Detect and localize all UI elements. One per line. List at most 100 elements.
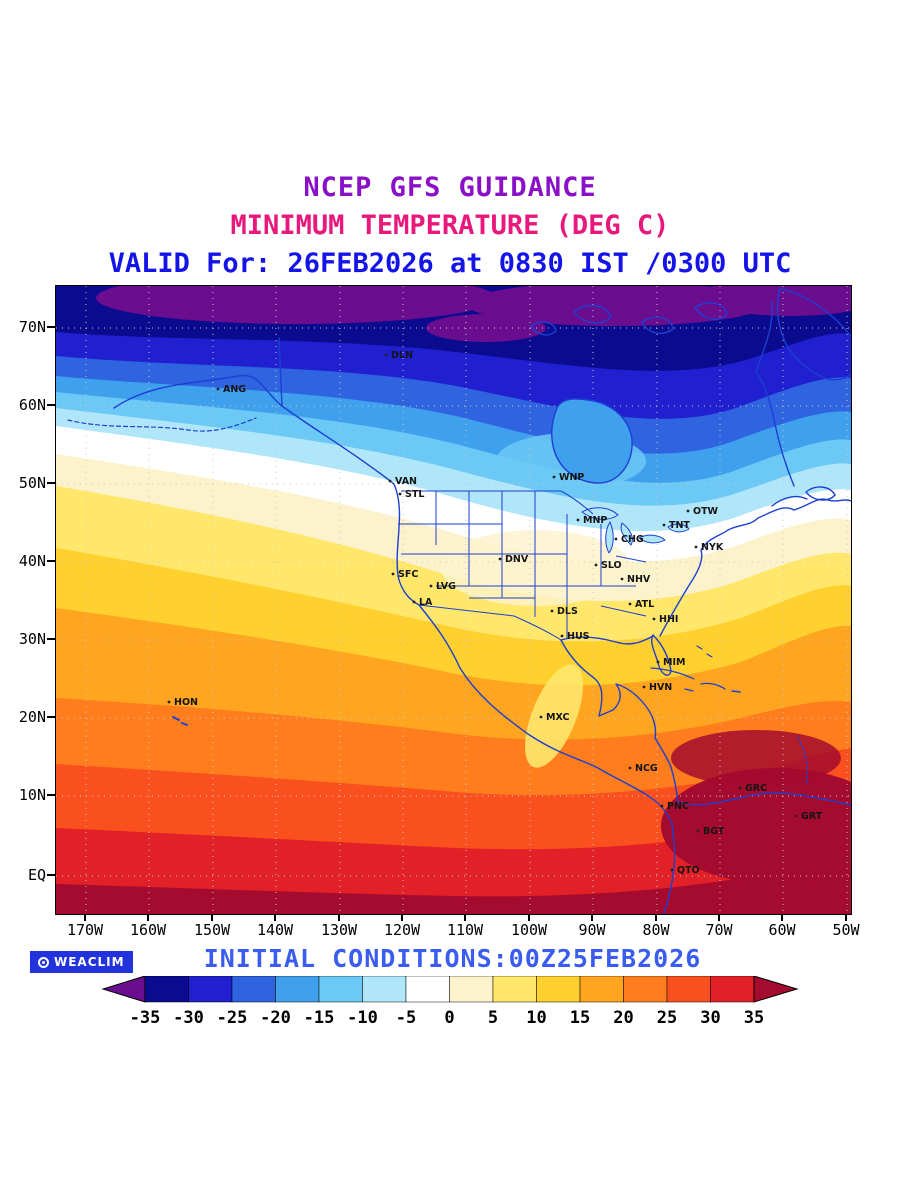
station-label-tnt: TNT — [669, 520, 690, 531]
alaska-border — [278, 337, 283, 407]
lon-label-80w: 80W — [642, 921, 670, 939]
labrador-coast — [755, 371, 795, 487]
station-label-dnv: DNV — [505, 554, 529, 565]
aleutians — [67, 417, 257, 432]
colorbar-segment--10 — [362, 976, 407, 1003]
lat-tick — [47, 404, 55, 406]
temperature-field — [56, 286, 851, 914]
jamaica — [684, 688, 694, 692]
colorbar-tick-25: 25 — [657, 1008, 677, 1028]
lon-label-170w: 170W — [66, 921, 104, 939]
colorbar-segment-20 — [623, 976, 668, 1003]
station-label-dln: DLN — [391, 350, 413, 361]
station-label-stl: STL — [405, 489, 424, 500]
map-frame: DLN ANG VAN STL WNP MNP OTW TNT CHG NYK DNV SLO SFC N… — [55, 285, 852, 915]
station-label-ang: ANG — [223, 384, 246, 395]
colorbar-tick--30: -30 — [173, 1008, 204, 1028]
lat-tick — [47, 874, 55, 876]
station-label-grt: GRT — [801, 811, 823, 822]
temperature-colorbar: -35 -30 -25 -20 -15 -10 -5 0 5 10 15 20 25 30 35 — [101, 976, 799, 1028]
weaclim-logo: WEACLIM — [30, 951, 133, 973]
hawaii-islands — [172, 716, 188, 726]
colorbar-segment-15 — [579, 976, 624, 1003]
lon-tick — [147, 914, 149, 921]
colorbar-tick-10: 10 — [526, 1008, 546, 1028]
gulf-coast — [560, 635, 654, 645]
lat-label-30n: 30N — [18, 630, 46, 648]
station-label-hhi: HHI — [659, 614, 678, 625]
lat-label-10n: 10N — [18, 786, 46, 804]
colorbar-tick-30: 30 — [700, 1008, 720, 1028]
lon-label-120w: 120W — [383, 921, 421, 939]
lon-label-50w: 50W — [832, 921, 860, 939]
station-label-la: LA — [419, 597, 433, 608]
lake-michigan — [605, 521, 614, 554]
lon-tick — [274, 914, 276, 921]
colorbar-tick--15: -15 — [304, 1008, 335, 1028]
station-label-slo: SLO — [601, 560, 622, 571]
lon-tick — [211, 914, 213, 921]
colorbar-segment-30 — [710, 976, 755, 1003]
colorbar-tick-20: 20 — [613, 1008, 633, 1028]
colorbar-segment-25 — [666, 976, 711, 1003]
lat-tick — [47, 560, 55, 562]
weaclim-logo-text: WEACLIM — [54, 955, 125, 969]
colorbar-segment-0 — [449, 976, 494, 1003]
bahamas — [696, 645, 713, 658]
lon-label-150w: 150W — [193, 921, 231, 939]
lat-tick — [47, 716, 55, 718]
lat-tick — [47, 326, 55, 328]
station-label-pnc: PNC — [667, 801, 689, 812]
lon-tick — [845, 914, 847, 921]
weaclim-logo-icon — [38, 956, 49, 968]
colorbar-segment--30 — [188, 976, 233, 1003]
lon-tick — [528, 914, 530, 921]
lat-label-70n: 70N — [18, 318, 46, 336]
greenland-west — [776, 287, 851, 381]
lat-label-20n: 20N — [18, 708, 46, 726]
state-borders — [398, 490, 647, 641]
colorbar-tick--25: -25 — [217, 1008, 248, 1028]
titles-block: NCEP GFS GUIDANCE MINIMUM TEMPERATURE (D… — [0, 172, 900, 279]
station-label-grc: GRC — [745, 783, 767, 794]
valid-time-line: VALID For: 26FEB2026 at 0830 IST /0300 U… — [108, 248, 792, 279]
arctic-island-3 — [694, 302, 728, 320]
lon-tick — [464, 914, 466, 921]
field-title: MINIMUM TEMPERATURE (DEG C) — [230, 210, 670, 241]
colorbar-segment--15 — [318, 976, 363, 1003]
arctic-island-1 — [573, 304, 612, 324]
florida — [650, 634, 672, 676]
lon-tick — [338, 914, 340, 921]
station-label-mnp: MNP — [583, 515, 607, 526]
colorbar-segment-10 — [536, 976, 581, 1003]
newfoundland — [805, 486, 836, 501]
lon-label-70w: 70W — [705, 921, 733, 939]
hispaniola — [700, 682, 726, 690]
lon-tick — [591, 914, 593, 921]
lat-tick — [47, 482, 55, 484]
station-label-wnp: WNP — [559, 472, 584, 483]
coastlines — [67, 287, 851, 914]
lat-label-40n: 40N — [18, 552, 46, 570]
arctic-island-2 — [641, 316, 674, 334]
lake-erie — [638, 534, 666, 544]
station-label-atl: ATL — [635, 599, 654, 610]
station-label-ncg: NCG — [635, 763, 658, 774]
cuba — [650, 667, 695, 680]
lon-tick — [781, 914, 783, 921]
mexico-yucatan-coast — [560, 639, 679, 803]
station-label-sfc: SFC — [398, 569, 418, 580]
lon-label-160w: 160W — [129, 921, 167, 939]
station-label-lvg: LVG — [436, 581, 456, 592]
station-label-nhv: NHV — [627, 574, 651, 585]
colorbar-tick--20: -20 — [260, 1008, 291, 1028]
station-label-hus: HUS — [567, 631, 590, 642]
station-label-otw: OTW — [693, 506, 719, 517]
lake-ontario — [667, 523, 690, 533]
station-label-qto: QTO — [677, 865, 700, 876]
initial-conditions-line: INITIAL CONDITIONS:00Z25FEB2026 — [203, 944, 702, 973]
lon-label-60w: 60W — [768, 921, 796, 939]
pacific-coast — [113, 374, 676, 914]
